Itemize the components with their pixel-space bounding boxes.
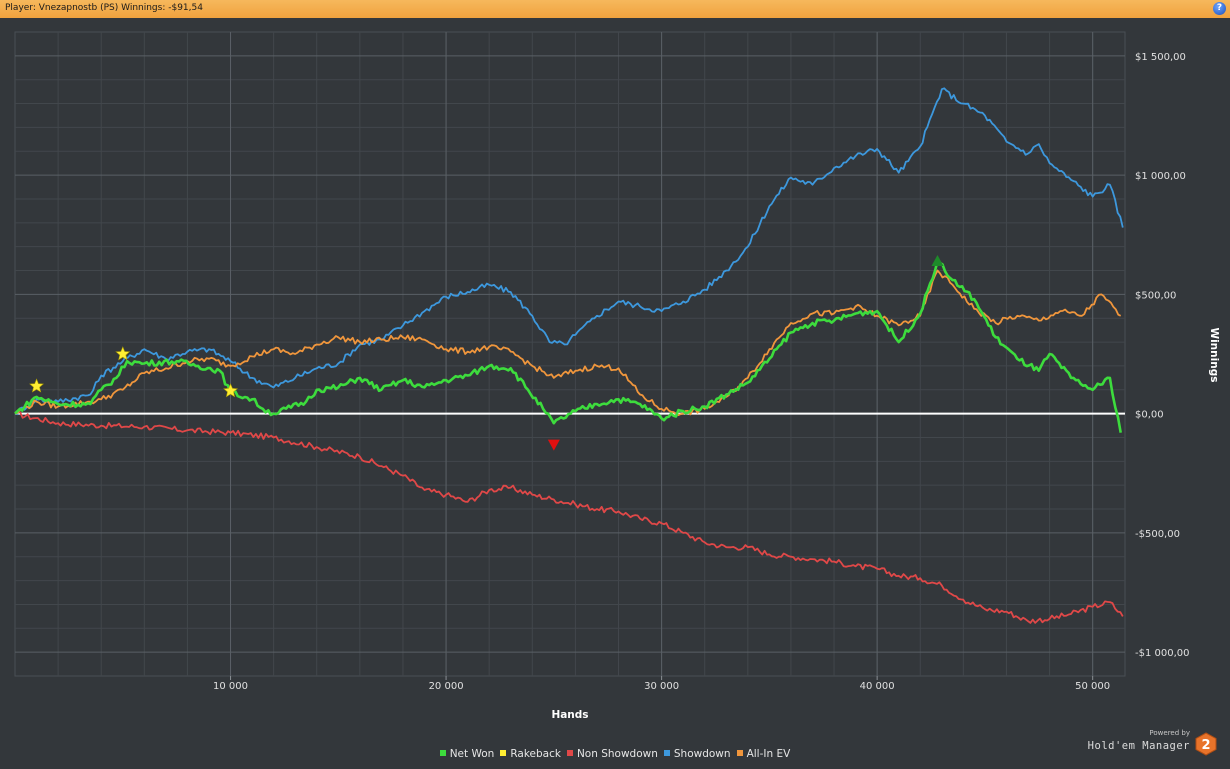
- legend-item-net-won[interactable]: Net Won: [439, 748, 495, 760]
- legend-label: Net Won: [449, 748, 495, 760]
- y-tick-label: $1 000,00: [1135, 171, 1186, 182]
- chart-background: [0, 18, 1230, 748]
- chart-grid: [14, 31, 1126, 677]
- version-badge: 2: [1201, 738, 1210, 753]
- chart-markers: [29, 254, 944, 451]
- x-tick-label: 40 000: [860, 681, 895, 692]
- chart-series: [14, 87, 1124, 624]
- y-axis-ticks: $1 500,00 $1 000,00 $500,00 $0,00 -$500,00 -$…: [1135, 52, 1190, 659]
- legend-swatch: [500, 750, 507, 756]
- legend-item-rakeback[interactable]: Rakeback: [500, 748, 561, 760]
- y-tick-label: $1 500,00: [1135, 52, 1186, 63]
- chart-legend: Net Won Rakeback Non Showdown Showdown All-I…: [0, 748, 1230, 760]
- winnings-chart[interactable]: 10 000 20 000 30 000 40 000 50 000 $1 500,00…: [0, 18, 1230, 748]
- help-button[interactable]: ?: [1213, 2, 1226, 15]
- window-title-bar: Player: Vnezapnostb (PS) Winnings: -$91,…: [0, 0, 1230, 19]
- min-winnings-marker: [547, 439, 560, 451]
- powered-by-text: Powered by: [1149, 729, 1190, 737]
- x-tick-label: 50 000: [1075, 681, 1110, 692]
- legend-swatch: [439, 750, 446, 756]
- x-axis-label: Hands: [551, 709, 588, 721]
- rakeback-star-marker: [115, 346, 131, 361]
- hm2-logo-icon: 2: [1195, 732, 1217, 756]
- y-tick-label: $500,00: [1135, 290, 1176, 301]
- product-name: Hold'em Manager: [1087, 740, 1190, 752]
- legend-swatch: [736, 750, 743, 756]
- legend-item-showdown[interactable]: Showdown: [663, 748, 731, 760]
- net-won-series-line: [14, 259, 1122, 433]
- legend-swatch: [566, 750, 573, 756]
- y-tick-label: $0,00: [1135, 410, 1164, 421]
- legend-label: All-In EV: [746, 748, 791, 760]
- x-axis-ticks: 10 000 20 000 30 000 40 000 50 000: [213, 676, 1110, 692]
- non-showdown-series-line: [14, 411, 1124, 624]
- plot-area-border: [14, 31, 1126, 677]
- all-in-ev-series-line: [14, 269, 1122, 416]
- x-tick-label: 10 000: [213, 681, 248, 692]
- legend-item-non-showdown[interactable]: Non Showdown: [566, 748, 658, 760]
- x-tick-label: 20 000: [429, 681, 464, 692]
- window-title: Player: Vnezapnostb (PS) Winnings: -$91,…: [5, 3, 203, 13]
- rakeback-star-marker: [29, 378, 44, 393]
- showdown-series-line: [14, 87, 1124, 416]
- legend-swatch: [663, 750, 670, 756]
- legend-label: Showdown: [673, 748, 731, 760]
- legend-label: Rakeback: [510, 748, 561, 760]
- y-tick-label: -$500,00: [1135, 529, 1180, 540]
- legend-label: Non Showdown: [576, 748, 658, 760]
- legend-item-all-in-ev[interactable]: All-In EV: [736, 748, 791, 760]
- branding: Powered by Hold'em Manager 2: [1078, 729, 1218, 763]
- y-axis-label: Winnings: [1208, 328, 1220, 383]
- y-tick-label: -$1 000,00: [1135, 648, 1190, 659]
- x-tick-label: 30 000: [644, 681, 679, 692]
- rakeback-star-marker: [223, 383, 238, 398]
- max-winnings-marker: [931, 254, 944, 266]
